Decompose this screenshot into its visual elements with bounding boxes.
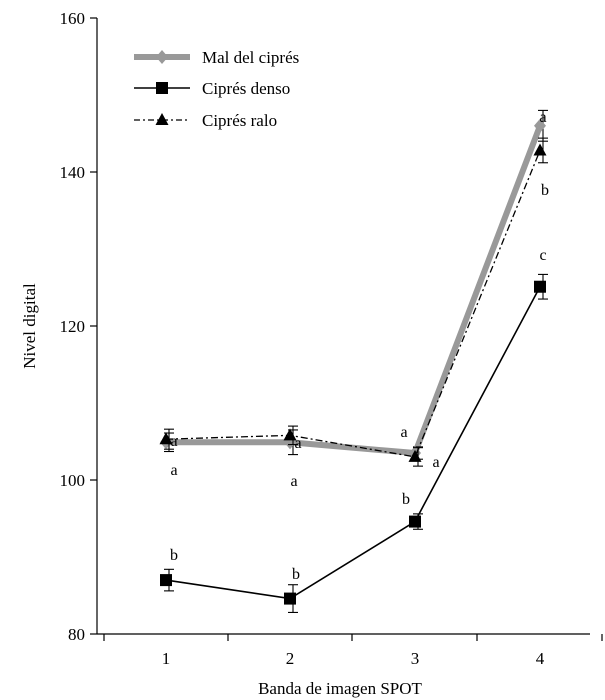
x-tick-label: 2 <box>286 649 295 668</box>
axes: 80 100 120 140 160 1 2 3 4 <box>60 9 603 668</box>
legend-label: Ciprés ralo <box>202 111 277 130</box>
legend-label: Mal del ciprés <box>202 48 299 67</box>
y-tick-label: 140 <box>60 163 86 182</box>
legend-item-0: Mal del ciprés <box>134 48 299 67</box>
series-2 <box>159 137 548 467</box>
x-axis-label: Banda de imagen SPOT <box>258 679 422 698</box>
x-tick-label: 1 <box>162 649 171 668</box>
data-point <box>534 118 546 133</box>
significance-letter: a <box>294 435 301 452</box>
significance-letter: a <box>170 433 177 450</box>
series-line <box>166 124 543 457</box>
series-0 <box>160 109 548 461</box>
series-layer <box>159 109 548 613</box>
data-point <box>408 449 422 462</box>
series-1 <box>160 273 548 613</box>
legend-item-2: Ciprés ralo <box>134 111 277 130</box>
x-tick-label: 4 <box>536 649 545 668</box>
significance-letter: a <box>400 424 407 441</box>
series-line <box>165 150 541 458</box>
y-tick-label: 160 <box>60 9 86 28</box>
legend-label: Ciprés denso <box>202 79 290 98</box>
y-tick-label: 100 <box>60 471 86 490</box>
legend-item-1: Ciprés denso <box>134 79 290 98</box>
significance-letter: b <box>541 182 549 199</box>
legend-marker <box>155 113 169 125</box>
legend: Mal del ciprés Ciprés denso Ciprés ralo <box>134 48 299 130</box>
significance-letter: b <box>402 491 410 508</box>
legend-marker <box>156 82 168 94</box>
y-tick-label: 80 <box>68 625 85 644</box>
data-point <box>159 432 173 445</box>
data-point <box>160 574 172 587</box>
significance-letter: a <box>539 109 546 126</box>
data-point <box>284 592 296 605</box>
significance-letter: b <box>170 547 178 564</box>
data-point <box>533 143 547 156</box>
data-point <box>409 515 421 528</box>
significance-letter: a <box>290 473 297 490</box>
series-line <box>165 286 541 600</box>
significance-letter: a <box>170 462 177 479</box>
significance-letter: a <box>432 454 439 471</box>
significance-letter: b <box>292 566 300 583</box>
y-axis-label: Nivel digital <box>20 283 39 369</box>
data-point <box>534 280 546 293</box>
data-point <box>283 428 297 441</box>
significance-letter: c <box>539 247 546 264</box>
legend-marker <box>156 50 168 64</box>
y-tick-label: 120 <box>60 317 86 336</box>
x-tick-label: 3 <box>411 649 420 668</box>
